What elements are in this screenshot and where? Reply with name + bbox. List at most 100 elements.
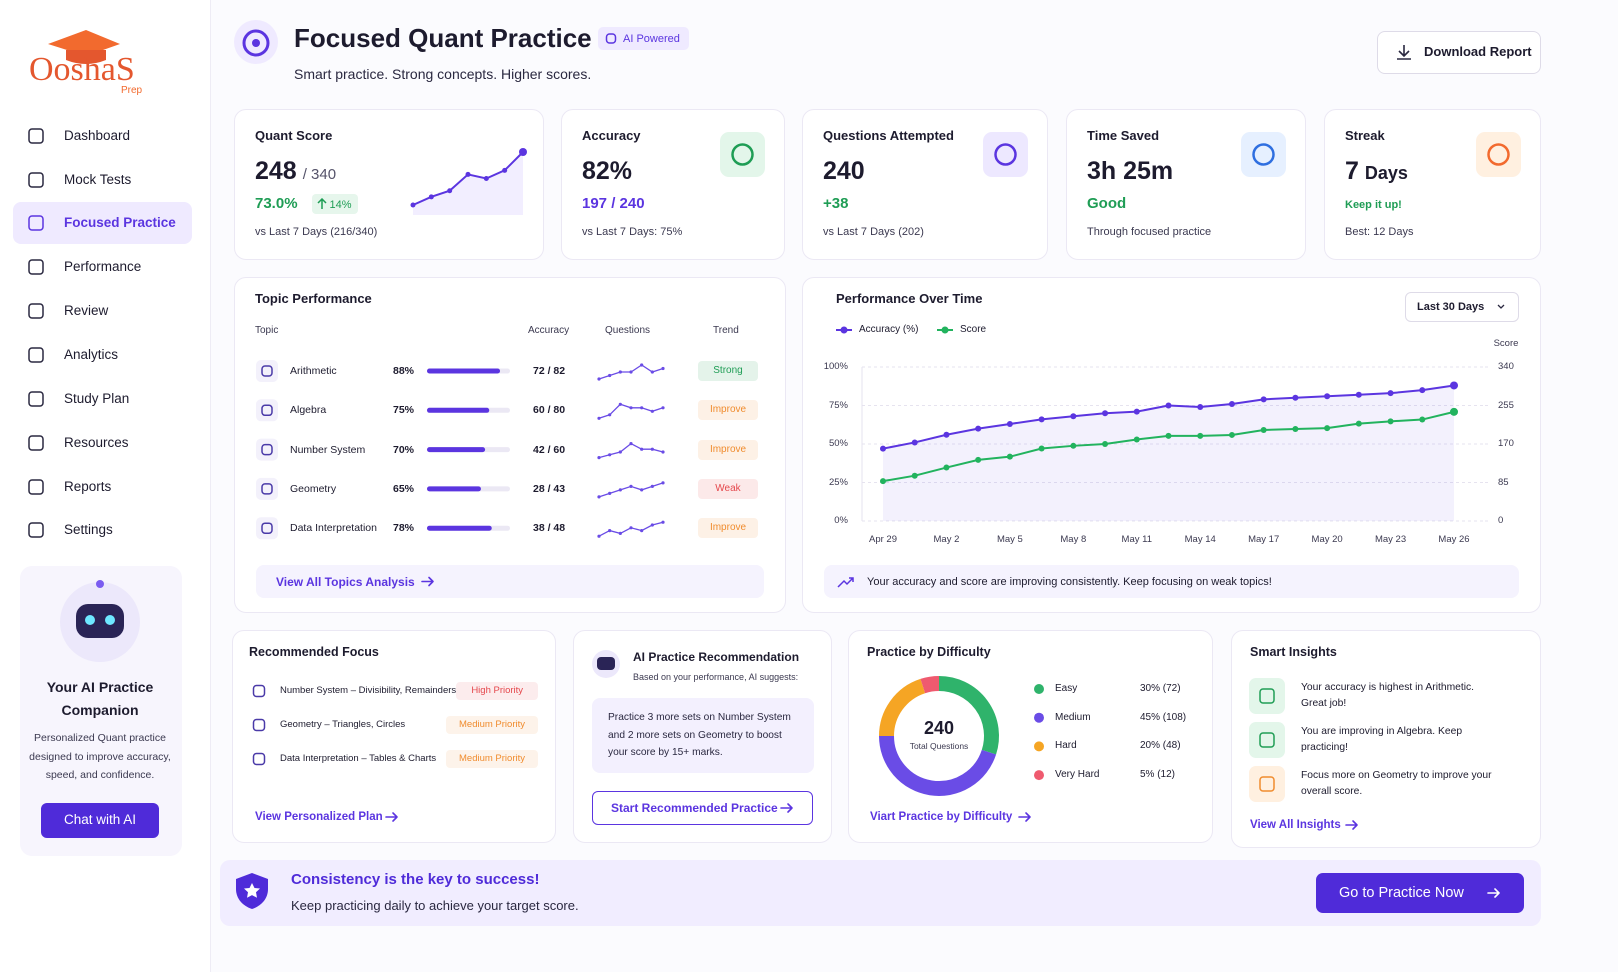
chat-button[interactable] xyxy=(41,803,159,838)
chat-button-label[interactable]: Chat with AI xyxy=(63,812,137,827)
icon xyxy=(252,684,266,698)
nav-item[interactable]: Resources xyxy=(64,435,129,450)
accuracy-bar xyxy=(427,368,501,374)
sparkline-point xyxy=(502,167,508,173)
series-point xyxy=(1292,394,1299,401)
series-point xyxy=(1450,381,1458,390)
sparkline-point xyxy=(447,188,453,194)
series-point xyxy=(1450,407,1458,416)
x-tick-label: May 2 xyxy=(933,534,960,545)
priority-label: Medium Priority xyxy=(459,719,525,730)
trend-point xyxy=(597,495,601,499)
trend-point xyxy=(661,481,665,485)
icon xyxy=(28,259,44,275)
arrow-icon xyxy=(421,576,434,587)
legend-dot xyxy=(941,326,949,334)
y2-tick-label: 255 xyxy=(1498,399,1514,411)
icon xyxy=(28,303,44,319)
nav-item[interactable]: Review xyxy=(64,303,109,318)
insights-link[interactable]: View All Insights xyxy=(1250,819,1341,831)
topic-name: Number System xyxy=(290,443,366,456)
nav-item[interactable]: Analytics xyxy=(64,347,119,362)
y-tick-label: 25% xyxy=(828,476,848,488)
nav-item[interactable]: Reports xyxy=(64,479,112,494)
stat-value: 248 xyxy=(255,157,297,185)
logo-cap xyxy=(48,30,120,56)
topics-link[interactable]: View All Topics Analysis xyxy=(276,574,415,589)
topics-link-bar[interactable] xyxy=(256,565,764,598)
stat-label: Quant Score xyxy=(255,128,333,143)
sparkline-point xyxy=(428,194,434,200)
plan-link[interactable]: View Personalized Plan xyxy=(255,811,383,823)
ai-suggestion: Practice 3 more sets on Number System an… xyxy=(608,712,791,758)
focus-item: Number System – Divisibility, Remainders xyxy=(280,685,457,696)
nav-item[interactable]: Dashboard xyxy=(64,128,131,143)
icon xyxy=(252,752,266,766)
performance-card xyxy=(802,277,1541,613)
topic-name: Geometry xyxy=(290,482,337,495)
trend-point xyxy=(661,406,665,410)
x-tick-label: May 17 xyxy=(1248,534,1280,545)
insight-text: You are improving in Algebra. Keep pract… xyxy=(1301,726,1463,753)
insight-text: Focus more on Geometry to improve your o… xyxy=(1301,770,1492,797)
start-practice-button[interactable] xyxy=(592,791,813,825)
series-point xyxy=(1260,396,1267,403)
legend-label: Easy xyxy=(1055,683,1078,694)
ai-subtitle: Based on your performance, AI suggests: xyxy=(633,672,799,682)
icon xyxy=(605,33,617,44)
up-arrow xyxy=(317,198,327,209)
card-title: Topic Performance xyxy=(255,291,372,306)
page-subtitle: Smart practice. Strong concepts. Higher … xyxy=(294,66,592,82)
topic-questions: 42 / 60 xyxy=(533,443,566,456)
dropdown-caret xyxy=(1497,304,1505,309)
legend-label: Hard xyxy=(1055,740,1077,752)
series-point xyxy=(1165,432,1172,439)
difficulty-link[interactable]: Viart Practice by Difficulty xyxy=(870,811,1013,823)
donut-total: 240 xyxy=(923,718,955,738)
status-label: Improve xyxy=(709,522,747,534)
accuracy-bar xyxy=(427,407,490,413)
trend-point xyxy=(618,450,622,454)
x-tick-label: May 26 xyxy=(1438,534,1470,545)
trend-point xyxy=(618,370,622,374)
series-point xyxy=(943,464,950,471)
nav-item[interactable]: Mock Tests xyxy=(64,172,132,187)
legend-dot xyxy=(1034,741,1044,752)
practice-now-label[interactable]: Go to Practice Now xyxy=(1339,885,1464,901)
stat-note: Best: 12 Days xyxy=(1345,226,1414,238)
start-practice-label[interactable]: Start Recommended Practice xyxy=(611,801,778,815)
status-label: Weak xyxy=(715,482,741,494)
trend-point xyxy=(650,370,654,374)
nav-item[interactable]: Settings xyxy=(64,522,113,537)
range-label[interactable]: Last 30 Days xyxy=(1417,301,1485,313)
stat-note: vs Last 7 Days: 75% xyxy=(582,226,683,238)
robot-eye xyxy=(105,615,115,625)
up-arrow-icon xyxy=(317,198,327,209)
nav-item[interactable]: Performance xyxy=(64,259,142,274)
change-badge: 14% xyxy=(311,194,358,214)
icon xyxy=(28,215,44,231)
sparkline-point xyxy=(465,171,471,177)
column-header: Questions xyxy=(605,325,651,336)
y-tick-label: 75% xyxy=(828,399,848,411)
arrow-icon xyxy=(385,812,398,822)
x-tick-label: May 5 xyxy=(996,534,1023,545)
nav-item[interactable]: Focused Practice xyxy=(64,215,176,230)
stat-icon xyxy=(731,143,754,166)
stat-icon-bg xyxy=(1241,132,1286,177)
focus-item: Geometry – Triangles, Circles xyxy=(280,719,406,730)
insight-icon-bg xyxy=(1249,678,1285,714)
nav-item[interactable]: Study Plan xyxy=(64,391,130,406)
sparkline-point xyxy=(519,148,527,156)
chart-note: Your accuracy and score are improving co… xyxy=(867,575,1272,588)
range-dropdown[interactable] xyxy=(1405,292,1519,322)
x-tick-label: May 8 xyxy=(1060,534,1087,545)
download-button-label[interactable]: Download Report xyxy=(1424,44,1532,59)
series-point xyxy=(1387,390,1394,397)
donut-segment xyxy=(879,735,997,796)
trend-point xyxy=(650,447,654,451)
trend-point xyxy=(597,534,601,538)
brand-name: OoshaS xyxy=(29,51,135,88)
stat-value-row: 248 / 340 xyxy=(255,155,336,187)
